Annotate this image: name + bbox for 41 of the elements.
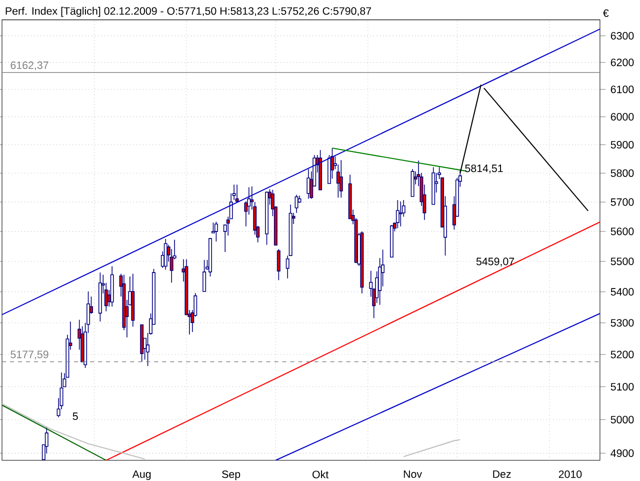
x-tick-label: Aug — [132, 470, 151, 480]
candlestick — [306, 169, 310, 200]
y-tick-label: 6300 — [610, 32, 634, 40]
y-tick-label: 5600 — [610, 228, 634, 236]
y-tick-label: 4900 — [610, 450, 634, 458]
y-tick-label: 5900 — [610, 141, 634, 149]
y-tick-label: 5200 — [610, 350, 634, 359]
annotation: 5459,07 — [476, 258, 514, 267]
ref-line-label: 5177,59 — [10, 350, 48, 360]
candlestick — [294, 194, 298, 214]
candlestick — [396, 200, 400, 229]
y-tick-label: 5100 — [610, 383, 634, 391]
candlestick — [398, 201, 402, 228]
y-tick-label: 5300 — [610, 319, 634, 327]
y-tick-label: 6100 — [610, 86, 634, 94]
y-tick-label: 5400 — [610, 288, 634, 296]
candlestick — [214, 222, 218, 242]
candlestick — [336, 164, 340, 198]
candlestick — [276, 248, 280, 281]
y-tick-label: 5000 — [610, 416, 634, 424]
candlestick — [202, 260, 206, 292]
annotation: 5 — [72, 412, 78, 420]
candlestick — [164, 238, 168, 270]
candlestick — [235, 184, 239, 204]
y-tick-label: 5500 — [610, 258, 634, 266]
chart-title: Perf. Index [Täglich] 02.12.2009 - O:5771,50 H:5813,23 L:5752,26 C:5790,87 — [6, 7, 372, 18]
y-tick-label: 5800 — [610, 170, 634, 178]
x-tick-label: Dez — [493, 470, 511, 478]
y-tick-label: 6200 — [610, 58, 634, 66]
x-tick-label: Nov — [404, 470, 422, 478]
x-tick-label: 2010 — [558, 470, 582, 478]
y-tick-label: 6000 — [610, 113, 634, 121]
y-tick-label: 5700 — [610, 198, 634, 206]
annotation: 5814,51 — [465, 164, 503, 174]
candlestick — [232, 184, 236, 201]
x-tick-label: Okt — [312, 470, 329, 479]
candlestick — [339, 160, 343, 198]
x-tick-label: Sep — [222, 470, 240, 480]
line-series — [1, 403, 146, 460]
y-axis-title: € — [602, 10, 609, 18]
ref-line-label: 6162,37 — [10, 62, 48, 70]
